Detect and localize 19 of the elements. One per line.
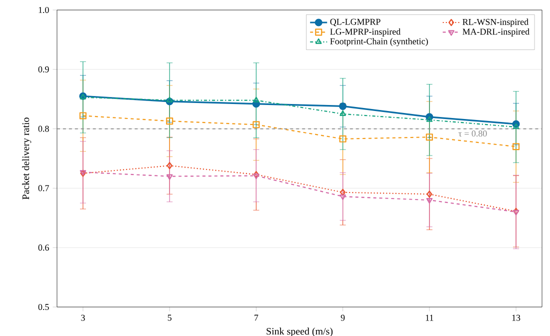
x-tick-label: 11	[426, 314, 434, 321]
ref-line-label: τ = 0.80	[458, 130, 487, 137]
y-tick-label: 1.0	[38, 6, 49, 14]
legend-label: QL-LGMPRP	[330, 18, 380, 26]
x-tick-label: 9	[340, 314, 345, 321]
y-tick-label: 0.7	[38, 185, 49, 192]
x-tick-label: 13	[512, 314, 520, 321]
y-tick-label: 0.6	[38, 244, 49, 251]
x-tick-label: 5	[168, 314, 172, 321]
legend-label: LG-MPRP-inspired	[330, 28, 401, 36]
x-tick-label: 7	[254, 314, 258, 321]
legend-label: MA-DRL-inspired	[462, 28, 530, 36]
y-tick-label: 0.8	[38, 126, 49, 132]
y-axis-title: Packet delivery ratio	[22, 118, 32, 200]
y-tick-label: 0.5	[38, 304, 49, 310]
y-tick-label: 0.9	[38, 66, 49, 72]
legend-label: Footprint-Chain (synthetic)	[330, 38, 428, 46]
x-tick-label: 3	[81, 314, 85, 321]
legend-label: RL-WSN-inspired	[462, 18, 528, 27]
